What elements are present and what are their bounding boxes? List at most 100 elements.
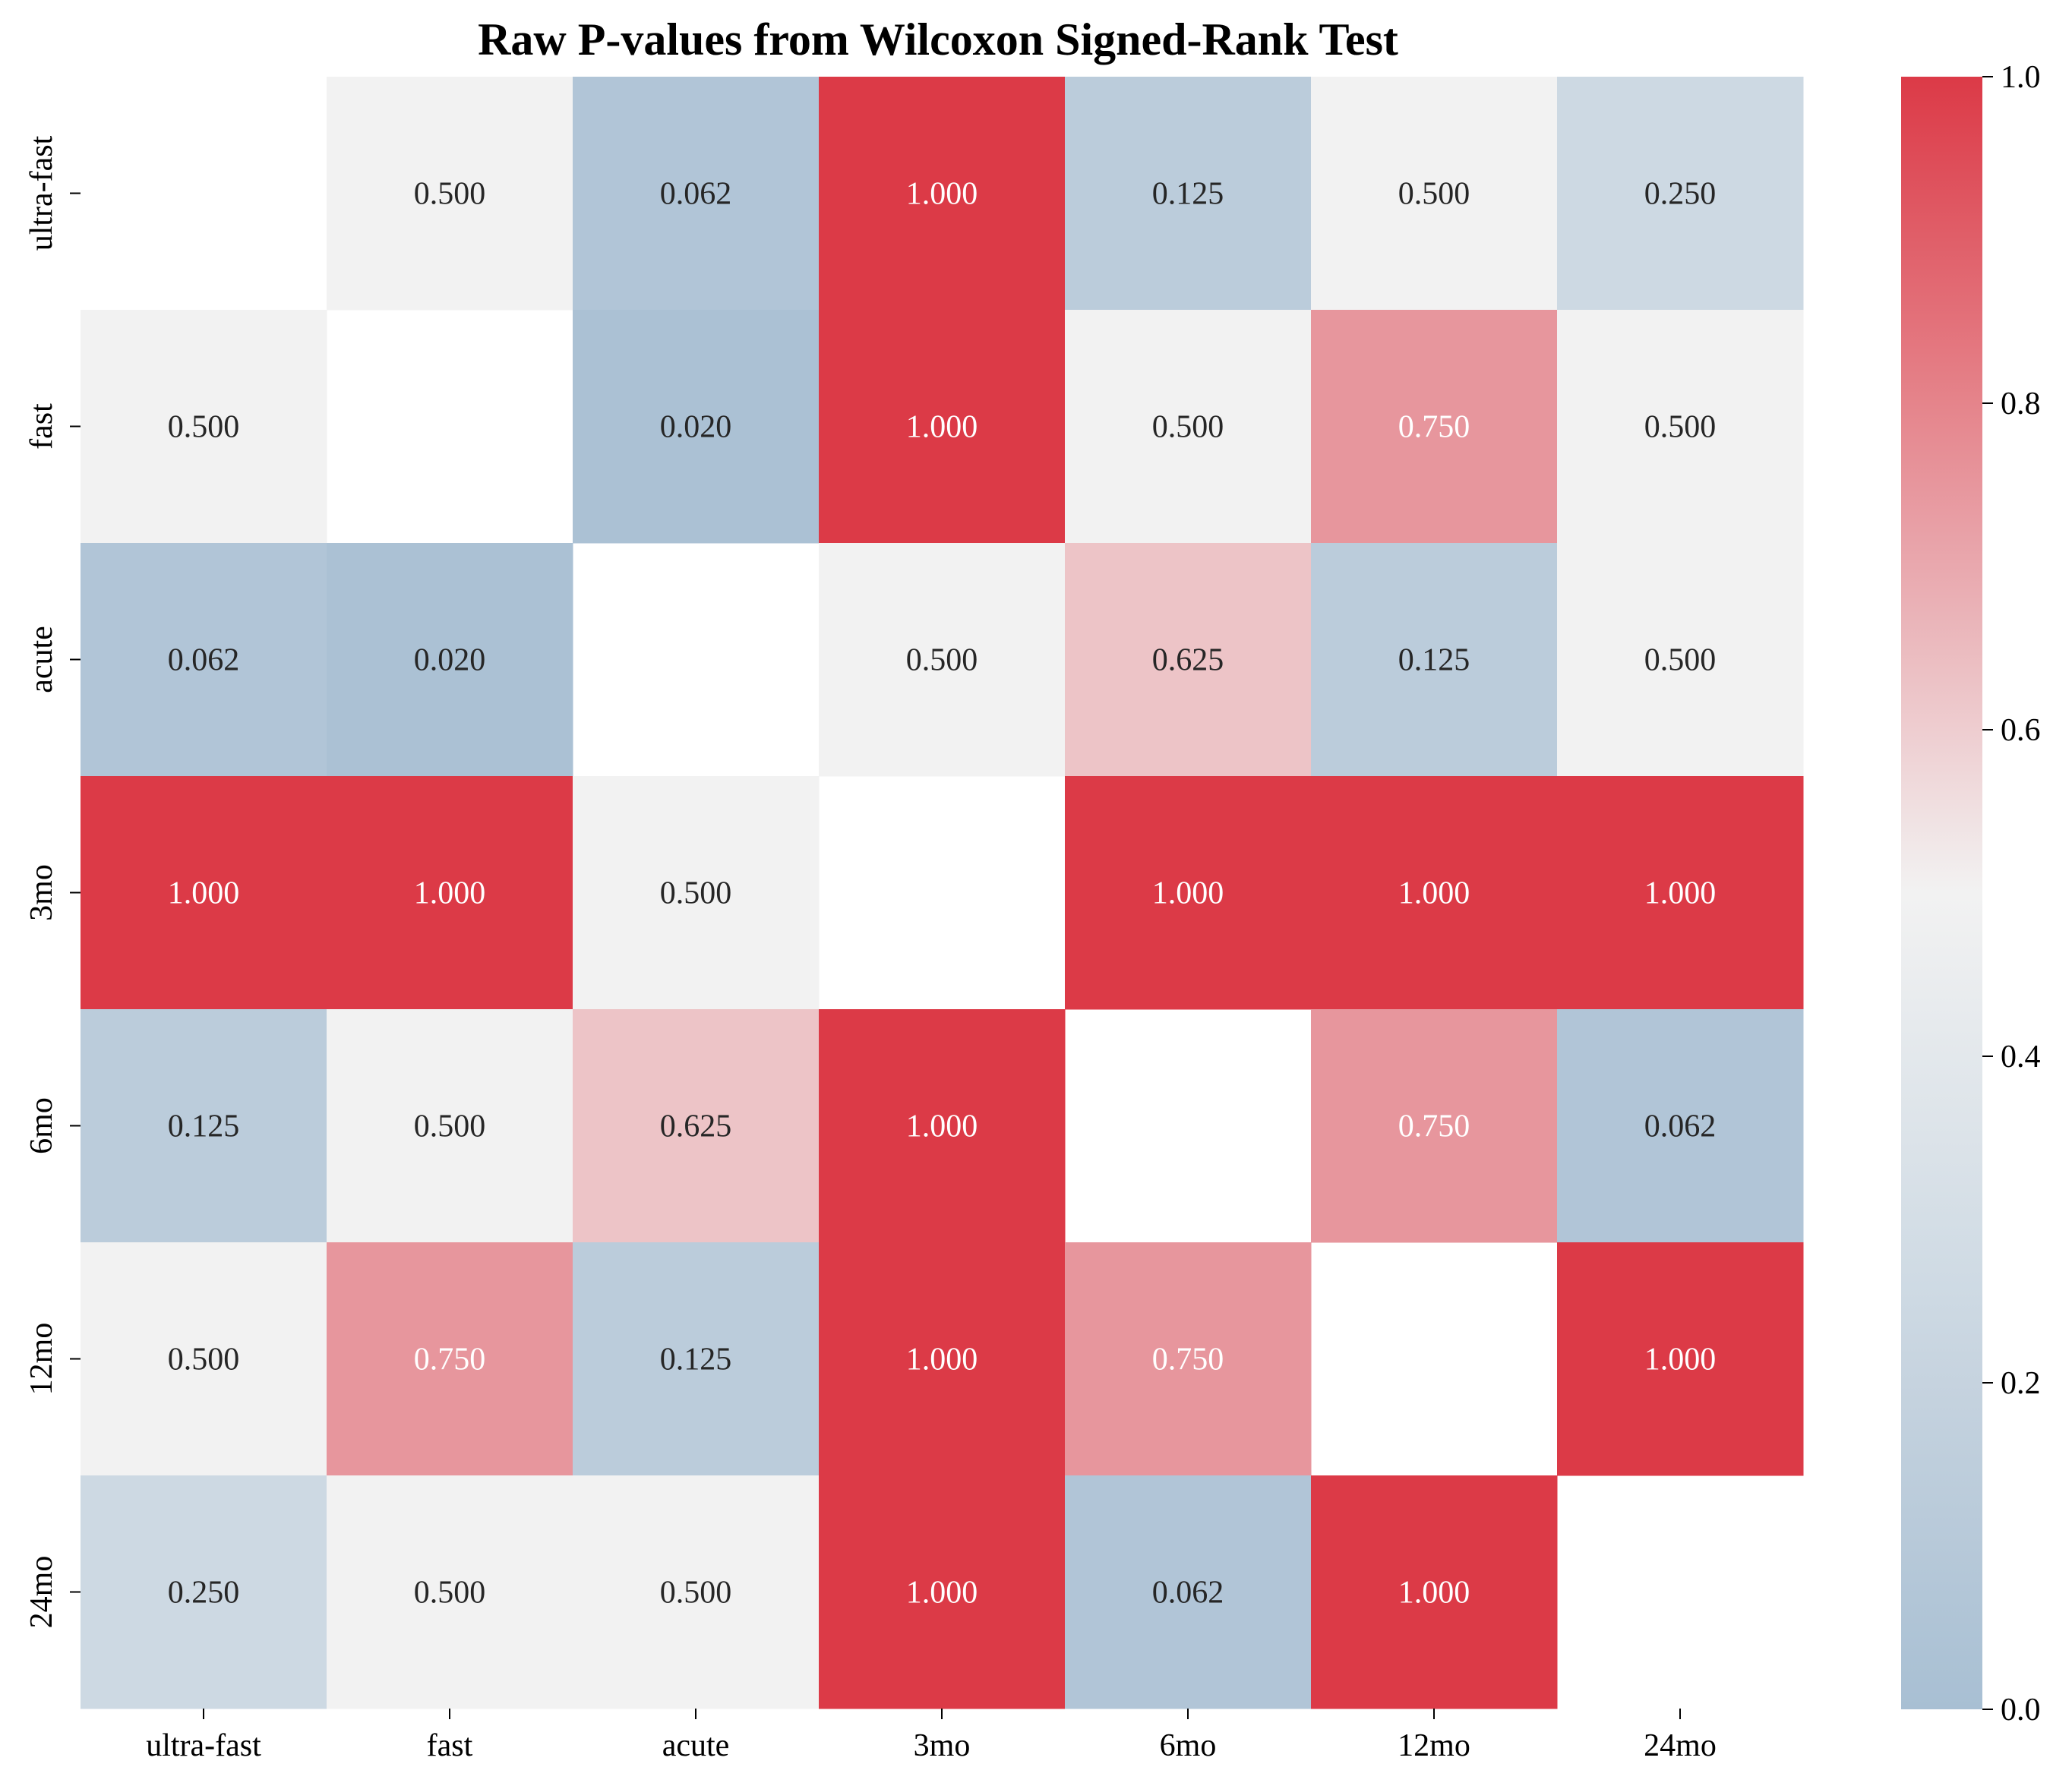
y-tick-label: 3mo bbox=[24, 864, 59, 921]
cell-value-label: 0.500 bbox=[414, 1576, 486, 1611]
cell-value-label: 0.500 bbox=[660, 1576, 732, 1611]
cell-value-label: 0.062 bbox=[1644, 1109, 1717, 1144]
colorbar-tick-label: 0.6 bbox=[2001, 713, 2041, 748]
colorbar-tick-label: 0.0 bbox=[2001, 1693, 2041, 1728]
y-tick-label: 24mo bbox=[24, 1556, 59, 1629]
x-tick-label: acute bbox=[662, 1728, 730, 1763]
heatmap-cell bbox=[1311, 77, 1558, 311]
colorbar-tick-label: 0.8 bbox=[2001, 387, 2041, 421]
cell-value-label: 1.000 bbox=[168, 876, 240, 911]
cell-value-label: 0.500 bbox=[1152, 410, 1224, 445]
y-tick-label: ultra-fast bbox=[24, 135, 59, 251]
heatmap-cell bbox=[573, 1475, 820, 1709]
heatmap-cell bbox=[819, 543, 1066, 777]
x-tick-label: 6mo bbox=[1160, 1728, 1217, 1763]
heatmap-cell bbox=[1065, 776, 1312, 1010]
colorbar-gradient bbox=[1901, 77, 1982, 1709]
cell-value-label: 1.000 bbox=[1644, 1343, 1717, 1377]
heatmap-cell bbox=[1557, 1009, 1804, 1243]
heatmap-cell bbox=[819, 310, 1066, 544]
cell-value-label: 0.500 bbox=[1644, 643, 1717, 678]
heatmap-cell bbox=[1557, 1242, 1804, 1476]
heatmap-cell bbox=[81, 1475, 327, 1709]
cell-value-label: 0.125 bbox=[168, 1109, 240, 1144]
x-tick-label: 3mo bbox=[914, 1728, 971, 1763]
heatmap-cell bbox=[1065, 543, 1312, 777]
heatmap-cell bbox=[327, 1242, 573, 1476]
heatmap-cell bbox=[1065, 77, 1312, 311]
colorbar-tick-label: 1.0 bbox=[2001, 60, 2041, 95]
cell-value-label: 0.500 bbox=[168, 1343, 240, 1377]
y-tick-label: 6mo bbox=[24, 1097, 59, 1154]
heatmap-cell bbox=[1311, 543, 1558, 777]
heatmap-cell bbox=[81, 776, 327, 1010]
heatmap-cell bbox=[327, 1009, 573, 1243]
heatmap-cell bbox=[573, 310, 820, 544]
x-tick-label: fast bbox=[427, 1728, 473, 1763]
y-tick-label: acute bbox=[24, 626, 59, 693]
cell-value-label: 0.750 bbox=[414, 1343, 486, 1377]
heatmap-cell-labels: 0.500 0.062 1.000 0.125 0.500 0.250 0.500 0.020… bbox=[168, 177, 1717, 1611]
heatmap-cell bbox=[1065, 1242, 1312, 1476]
heatmap-cell bbox=[1557, 77, 1804, 311]
cell-value-label: 0.500 bbox=[1644, 410, 1717, 445]
cell-value-label: 0.750 bbox=[1398, 1109, 1470, 1144]
heatmap-cell bbox=[1065, 1475, 1312, 1709]
cell-value-label: 1.000 bbox=[906, 1109, 978, 1144]
heatmap-cell bbox=[1557, 543, 1804, 777]
cell-value-label: 0.500 bbox=[1398, 177, 1470, 212]
heatmap-cells bbox=[81, 77, 1804, 1709]
heatmap-cell bbox=[81, 1009, 327, 1243]
y-tick-label: fast bbox=[24, 403, 59, 450]
cell-value-label: 0.625 bbox=[660, 1109, 732, 1144]
heatmap-cell bbox=[327, 77, 573, 311]
cell-value-label: 0.750 bbox=[1398, 410, 1470, 445]
chart-title: Raw P-values from Wilcoxon Signed-Rank T… bbox=[478, 14, 1398, 65]
heatmap-cell bbox=[1311, 1009, 1558, 1243]
cell-value-label: 0.062 bbox=[1152, 1576, 1224, 1611]
cell-value-label: 0.250 bbox=[1644, 177, 1717, 212]
heatmap-cell bbox=[1557, 310, 1804, 544]
cell-value-label: 1.000 bbox=[1398, 876, 1470, 911]
heatmap-cell bbox=[1065, 310, 1312, 544]
heatmap-cell bbox=[573, 1009, 820, 1243]
x-axis: ultra-fast fast acute 3mo 6mo 12mo 24mo bbox=[146, 1709, 1717, 1763]
colorbar-tick-label: 0.2 bbox=[2001, 1366, 2041, 1401]
cell-value-label: 0.500 bbox=[168, 410, 240, 445]
cell-value-label: 0.020 bbox=[660, 410, 732, 445]
heatmap-cell bbox=[819, 1475, 1066, 1709]
colorbar-tick-label: 0.4 bbox=[2001, 1040, 2041, 1074]
cell-value-label: 1.000 bbox=[414, 876, 486, 911]
cell-value-label: 1.000 bbox=[906, 1576, 978, 1611]
cell-value-label: 0.062 bbox=[660, 177, 732, 212]
cell-value-label: 0.500 bbox=[414, 1109, 486, 1144]
x-tick-label: ultra-fast bbox=[146, 1728, 261, 1763]
y-tick-label: 12mo bbox=[24, 1323, 59, 1396]
heatmap-cell bbox=[327, 543, 573, 777]
x-tick-label: 12mo bbox=[1398, 1728, 1470, 1763]
heatmap-cell bbox=[1557, 776, 1804, 1010]
cell-value-label: 0.125 bbox=[1398, 643, 1470, 678]
colorbar: 0.0 0.2 0.4 0.6 0.8 1.0 bbox=[1901, 60, 2041, 1728]
heatmap-cell bbox=[81, 543, 327, 777]
cell-value-label: 0.500 bbox=[660, 876, 732, 911]
heatmap-cell bbox=[819, 77, 1066, 311]
heatmap-cell bbox=[573, 776, 820, 1010]
heatmap-cell bbox=[819, 1009, 1066, 1243]
heatmap-cell bbox=[81, 310, 327, 544]
heatmap-cell bbox=[819, 1242, 1066, 1476]
heatmap-cell bbox=[1311, 776, 1558, 1010]
heatmap-cell bbox=[573, 1242, 820, 1476]
cell-value-label: 1.000 bbox=[906, 177, 978, 212]
cell-value-label: 1.000 bbox=[906, 410, 978, 445]
cell-value-label: 0.625 bbox=[1152, 643, 1224, 678]
heatmap-cell bbox=[327, 776, 573, 1010]
cell-value-label: 0.062 bbox=[168, 643, 240, 678]
cell-value-label: 0.020 bbox=[414, 643, 486, 678]
cell-value-label: 0.500 bbox=[414, 177, 486, 212]
heatmap-cell bbox=[1311, 310, 1558, 544]
cell-value-label: 1.000 bbox=[1398, 1576, 1470, 1611]
y-axis: ultra-fast fast acute 3mo 6mo 12mo 24mo bbox=[24, 135, 81, 1628]
